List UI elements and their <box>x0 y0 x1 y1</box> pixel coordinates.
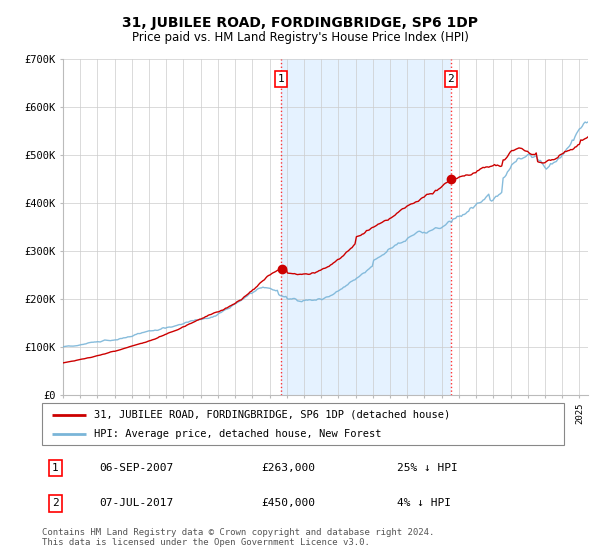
Text: 2: 2 <box>52 498 58 508</box>
Text: HPI: Average price, detached house, New Forest: HPI: Average price, detached house, New … <box>94 429 382 439</box>
Text: 31, JUBILEE ROAD, FORDINGBRIDGE, SP6 1DP: 31, JUBILEE ROAD, FORDINGBRIDGE, SP6 1DP <box>122 16 478 30</box>
Text: 4% ↓ HPI: 4% ↓ HPI <box>397 498 451 508</box>
Text: 31, JUBILEE ROAD, FORDINGBRIDGE, SP6 1DP (detached house): 31, JUBILEE ROAD, FORDINGBRIDGE, SP6 1DP… <box>94 409 451 419</box>
Text: 2: 2 <box>448 74 454 84</box>
Text: 06-SEP-2007: 06-SEP-2007 <box>100 463 173 473</box>
Text: £263,000: £263,000 <box>261 463 315 473</box>
Text: Price paid vs. HM Land Registry's House Price Index (HPI): Price paid vs. HM Land Registry's House … <box>131 31 469 44</box>
Text: Contains HM Land Registry data © Crown copyright and database right 2024.
This d: Contains HM Land Registry data © Crown c… <box>42 528 434 547</box>
Text: 07-JUL-2017: 07-JUL-2017 <box>100 498 173 508</box>
Text: £450,000: £450,000 <box>261 498 315 508</box>
Text: 1: 1 <box>52 463 58 473</box>
Text: 1: 1 <box>278 74 284 84</box>
Bar <box>281 59 451 395</box>
Text: 25% ↓ HPI: 25% ↓ HPI <box>397 463 458 473</box>
FancyBboxPatch shape <box>42 403 564 445</box>
